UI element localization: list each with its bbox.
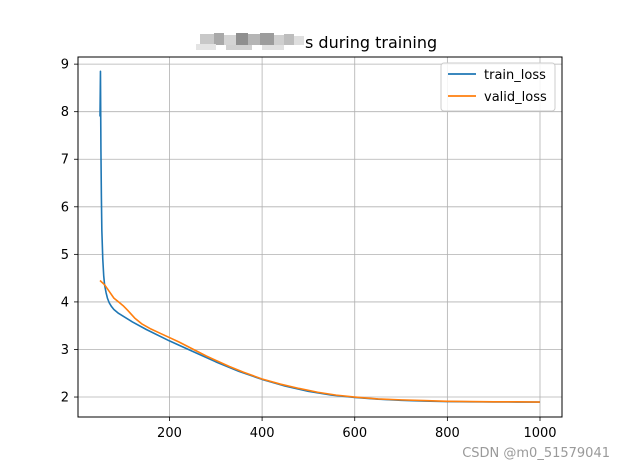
series-lines: [99, 70, 541, 403]
watermark: CSDN @m0_51579041: [462, 446, 610, 461]
y-tick-label: 3: [61, 343, 69, 358]
y-tick-label: 9: [61, 58, 69, 73]
y-tick-label: 4: [61, 295, 69, 310]
series-line-train-loss: [99, 70, 540, 403]
y-tick-label: 2: [61, 391, 69, 406]
y-tick-label: 6: [61, 200, 69, 215]
chart-title: s during training: [305, 33, 437, 52]
axis-ticks: 200 400 600 800 1000 2 3 4 5 6 7 8 9: [61, 58, 557, 441]
legend: train_loss valid_loss: [440, 62, 556, 112]
legend-label-valid-loss: valid_loss: [484, 90, 547, 105]
plot-area-frame: [77, 56, 563, 418]
title-redaction-mosaic: [196, 33, 304, 50]
chart-title-group: s during training: [196, 33, 437, 52]
x-tick-label: 600: [342, 426, 367, 441]
x-tick-label: 400: [250, 426, 275, 441]
legend-label-train-loss: train_loss: [484, 68, 546, 83]
series-line-valid-loss: [99, 279, 541, 403]
y-tick-label: 5: [61, 248, 69, 263]
x-tick-label: 200: [157, 426, 182, 441]
y-tick-label: 7: [61, 153, 69, 168]
x-tick-label: 1000: [523, 426, 556, 441]
y-tick-label: 8: [61, 105, 69, 120]
legend-box: [440, 62, 556, 112]
x-tick-label: 800: [435, 426, 460, 441]
